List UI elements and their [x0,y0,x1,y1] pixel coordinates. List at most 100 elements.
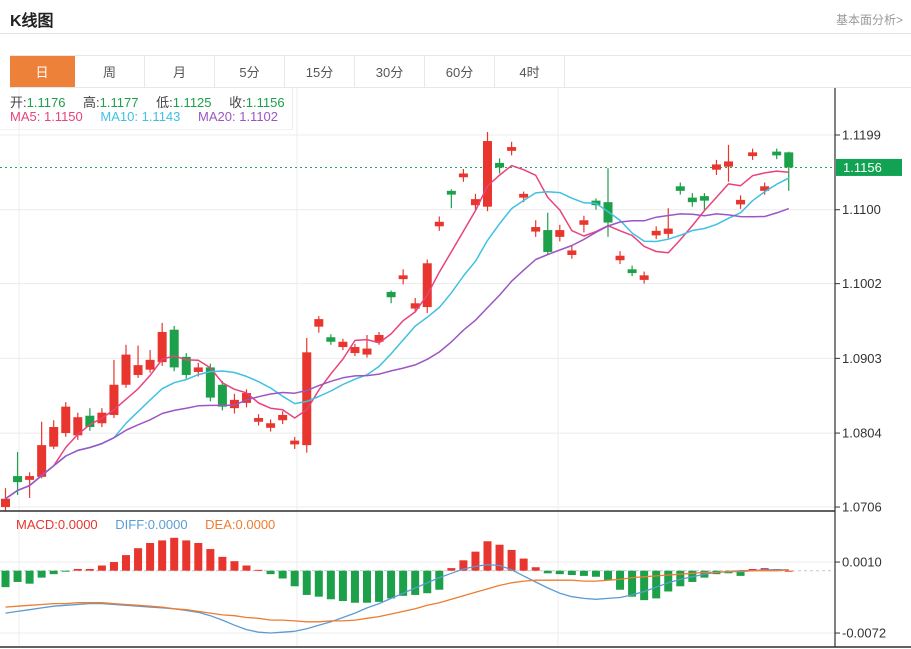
macd-bar [230,561,239,571]
macd-bar [218,556,227,571]
candle-body [555,230,565,237]
fundamental-analysis-link[interactable]: 基本面分析> [835,13,903,27]
candle-body [687,197,697,203]
candle-body [446,190,456,195]
candle-body [338,341,348,348]
candle-body [242,393,251,403]
candle-body [205,367,215,398]
macd-bar [399,570,408,596]
tab-period-6[interactable]: 30分 [355,56,425,87]
macd-bar [640,570,649,601]
candle-body [748,152,758,157]
candle-body [37,445,47,477]
candle-body [699,196,709,201]
candle-body [266,423,276,428]
tab-period-4[interactable]: 5分 [215,56,285,87]
candle-body [133,365,143,375]
open-label: 开: [10,95,27,110]
page-title: K线图 [10,13,54,30]
high-label: 高: [83,95,100,110]
candle-body [507,147,517,151]
macd-bar [591,570,600,577]
candle-body [25,476,35,480]
tab-period-2[interactable]: 周 [75,56,145,87]
tab-period-3[interactable]: 月 [145,56,215,87]
macd-bar [411,570,420,595]
tab-bar-filler [565,56,911,87]
diff-value: 0.0000 [147,517,188,532]
macd-bar [423,570,432,594]
candle-body [567,250,577,255]
ma5-value: 1.1150 [43,109,83,124]
candle-body [145,359,155,370]
macd-bar [242,565,251,571]
candle-body [458,173,468,178]
dea-value: 0.0000 [235,517,276,532]
candle-body [181,356,191,375]
tab-period-1[interactable]: 日 [10,56,75,87]
candle-body [157,331,167,363]
candle-body [627,269,637,274]
macd-bar [736,570,745,576]
legend-box [0,88,293,130]
candle-body [1,498,10,508]
candle-body [410,303,420,309]
macd-bar [471,551,480,571]
candle-body [254,417,264,422]
price-axis-label: 1.0903 [842,351,882,366]
candle-body [736,199,746,205]
period-tab-bar: 日周月 5分 15分 30分 60分 4时 [10,55,911,88]
candle-body [531,227,541,232]
tab-period-8[interactable]: 4时 [495,56,565,87]
macd-value: 0.0000 [57,517,98,532]
macd-bar [543,570,552,574]
macd-bar [567,570,576,576]
macd-bar [314,570,323,597]
macd-bar [459,560,468,571]
macd-bar [519,558,528,571]
tab-period-7[interactable]: 60分 [425,56,495,87]
ohlc-legend: 开:1.1176 高:1.1177 低:1.1125 收:1.1156 [10,92,285,111]
macd-bar [73,568,82,571]
macd-bar [254,569,263,571]
candle-body [193,367,203,372]
ma5-label: MA5: [10,109,41,124]
tab-period-5[interactable]: 15分 [285,56,355,87]
candle-body [109,384,119,415]
macd-bar [37,570,46,578]
macd-bar [97,565,106,571]
macd-bar [194,542,203,571]
macd-bar [158,540,167,571]
low-value: 1.1125 [172,95,212,110]
grid-lines [0,88,835,647]
ma10-label: MA10: [100,109,138,124]
macd-histogram [1,537,793,603]
candle-body [49,427,59,447]
candle-body [711,164,721,170]
candle-body [772,151,782,156]
macd-bar [483,541,492,571]
macd-bar [375,570,384,602]
candle-body [519,193,529,198]
candle-body [302,352,312,446]
macd-bar [435,570,444,590]
close-label: 收: [229,95,246,110]
candle-body [121,354,131,385]
macd-bar [363,570,371,603]
macd-axis-label: 0.0010 [842,555,882,570]
ma20-label: MA20: [198,109,236,124]
candle-body [724,161,733,167]
diff-label: DIFF: [115,517,148,532]
macd-bar [302,570,311,595]
macd-bar [531,567,540,571]
candle-body [362,348,372,355]
macd-label: MACD: [16,517,58,532]
candles-group [1,131,794,511]
candle-body [73,417,83,436]
candle-body [543,230,553,252]
ma10-value: 1.1143 [141,109,181,124]
candle-body [13,476,23,483]
ma20-value: 1.1102 [239,109,279,124]
candle-body [229,399,239,409]
